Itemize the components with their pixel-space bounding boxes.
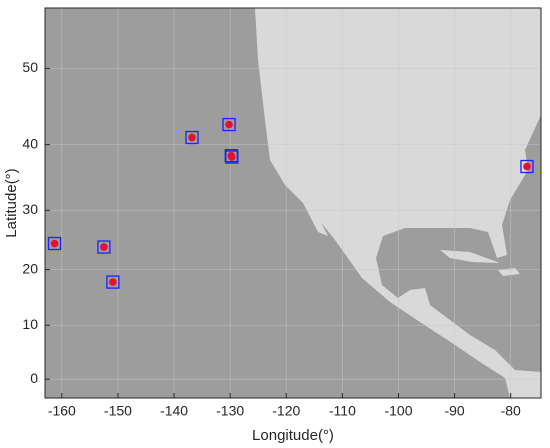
x-tick-label: -160 [48, 403, 76, 419]
baja-california [300, 197, 328, 236]
cuba [440, 250, 500, 263]
y-tick-label: 10 [22, 316, 38, 332]
x-tick-label: -130 [216, 403, 244, 419]
point [523, 162, 531, 171]
point [109, 278, 117, 286]
marker-box [185, 130, 199, 145]
x-tick-label: -110 [329, 403, 356, 419]
marker-box [47, 236, 62, 251]
marker-box [224, 149, 238, 163]
y-tick-label: 20 [22, 260, 38, 276]
x-tick-label: -80 [501, 403, 521, 419]
marker-box [520, 159, 534, 174]
x-tick-label: -120 [272, 403, 300, 419]
x-tick-label: -100 [384, 403, 412, 419]
y-tick-label: 40 [22, 135, 38, 151]
point [100, 243, 108, 251]
point [50, 239, 59, 248]
y-axis-label: Latitude(°) [3, 168, 20, 237]
x-tick-label: -150 [104, 403, 132, 419]
y-tick-label: 0 [30, 370, 38, 386]
marker-box [222, 117, 236, 132]
point [225, 120, 233, 129]
x-axis-label: Longitude(°) [252, 427, 334, 444]
point [188, 133, 196, 142]
point [227, 151, 236, 160]
land [255, 8, 541, 398]
islands [396, 18, 498, 60]
marker-box [97, 240, 111, 254]
y-tick-label: 50 [22, 59, 38, 75]
plot-frame [44, 7, 542, 399]
marker-box [106, 275, 120, 289]
x-tick-label: -90 [444, 403, 464, 419]
north-america [255, 8, 541, 398]
x-tick-label: -140 [160, 403, 188, 419]
y-tick-label: 30 [22, 201, 38, 217]
